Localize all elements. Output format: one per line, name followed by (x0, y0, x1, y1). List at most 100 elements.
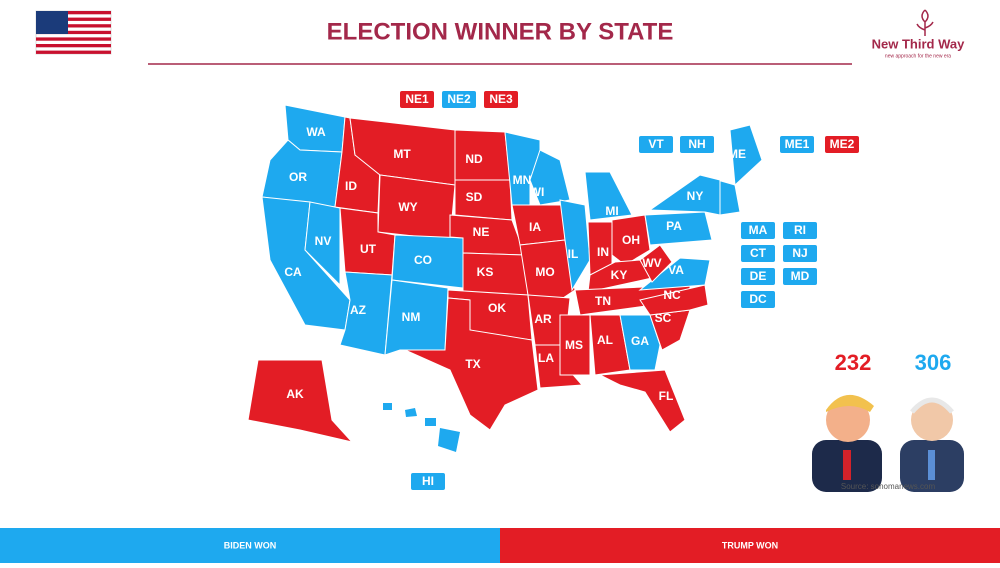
biden-votes: 306 (915, 350, 952, 375)
state-label: WI (530, 185, 545, 199)
state-label: AK (286, 387, 304, 401)
state-label: CO (414, 253, 432, 267)
state-shape (639, 244, 673, 283)
state-shape (638, 257, 711, 291)
state-box (484, 91, 518, 108)
state-box (780, 136, 814, 153)
state-label: MO (535, 265, 554, 279)
state-box-label: NE1 (405, 92, 429, 106)
state-label: VA (668, 263, 684, 277)
state-shape (247, 359, 354, 443)
state-shape (519, 239, 576, 301)
state-box-label: MA (749, 223, 768, 237)
state-label: MT (393, 147, 411, 161)
state-box (741, 268, 775, 285)
state-box-label: NE3 (489, 92, 513, 106)
state-label: IA (529, 220, 541, 234)
hawaii-island (438, 428, 460, 452)
state-shape (454, 179, 513, 221)
state-label: GA (631, 334, 649, 348)
state-label: NE (473, 225, 490, 239)
state-shape (404, 297, 539, 431)
state-box-label: RI (794, 223, 806, 237)
hawaii-island (383, 403, 392, 410)
state-label: IN (597, 245, 609, 259)
source: Source: sonomanews.com (841, 482, 936, 491)
state-box-label: NH (688, 137, 705, 151)
title: ELECTION WINNER BY STATE (327, 18, 674, 45)
state-label: UT (360, 242, 377, 256)
state-shape (644, 211, 713, 246)
state-box (741, 245, 775, 262)
state-box (442, 91, 476, 108)
flag (35, 10, 112, 55)
footer-bar (500, 528, 1000, 563)
state-shape (611, 214, 651, 266)
cartoon (812, 394, 964, 492)
state-label: TN (595, 294, 611, 308)
state-box-label: DE (750, 269, 767, 283)
map: WA OR CA NV ID MT WY UT AZ CO NM ND SD NE KS OK TX MN IA MO… (247, 104, 763, 452)
state-box (783, 245, 817, 262)
state-shape (339, 271, 393, 356)
state-label: WV (642, 256, 661, 270)
state-shape (584, 171, 633, 221)
state-box (639, 136, 673, 153)
hawaii-island (405, 408, 417, 417)
state-label: FL (659, 389, 674, 403)
state-shape (619, 314, 661, 371)
state-label: OK (488, 301, 506, 315)
state-box-label: ME1 (785, 137, 810, 151)
footer-bar (0, 528, 500, 563)
state-label: MN (513, 173, 532, 187)
state-label: CA (284, 265, 302, 279)
logo-name: New Third Way (872, 36, 965, 51)
state-box-label: MD (791, 269, 810, 283)
state-label: SC (655, 311, 672, 325)
state-box-label: ME2 (830, 137, 855, 151)
state-label: LA (538, 351, 554, 365)
state-box (783, 222, 817, 239)
state-label: AR (534, 312, 552, 326)
state-label: SD (466, 190, 483, 204)
state-label: PA (666, 219, 682, 233)
state-label: NV (315, 234, 332, 248)
logo-tagline: new approach for the new era (885, 53, 951, 59)
trump-votes: 232 (835, 350, 872, 375)
state-box (400, 91, 434, 108)
state-label: MS (565, 338, 583, 352)
state-box-label: NJ (792, 246, 807, 260)
footer-label: TRUMP WON (722, 540, 778, 550)
state-label: AL (597, 333, 613, 347)
state-shape (639, 284, 709, 316)
state-label: WA (306, 125, 326, 139)
state-box (825, 136, 859, 153)
state-box (680, 136, 714, 153)
state-label: TX (465, 357, 480, 371)
state-shape (648, 174, 721, 216)
state-box-label: HI (422, 474, 434, 488)
state-label: OR (289, 170, 307, 184)
state-label: NM (402, 310, 421, 324)
state-label: MI (605, 204, 618, 218)
state-label: NC (663, 288, 681, 302)
state-shape (304, 201, 341, 287)
state-box-label: DC (749, 292, 767, 306)
state-box (783, 268, 817, 285)
state-box (741, 291, 775, 308)
state-label: ID (345, 179, 357, 193)
state-shape (529, 149, 571, 206)
state-label: AZ (350, 303, 366, 317)
state-label: OH (622, 233, 640, 247)
state-box-label: NE2 (447, 92, 471, 106)
state-label: ND (465, 152, 483, 166)
state-shape (462, 252, 529, 296)
state-shape (559, 199, 591, 292)
state-box (411, 473, 445, 490)
state-box-label: CT (750, 246, 767, 260)
hawaii-island (425, 418, 436, 426)
state-label: KS (477, 265, 494, 279)
state-label: NY (687, 189, 704, 203)
state-shape (729, 124, 763, 187)
